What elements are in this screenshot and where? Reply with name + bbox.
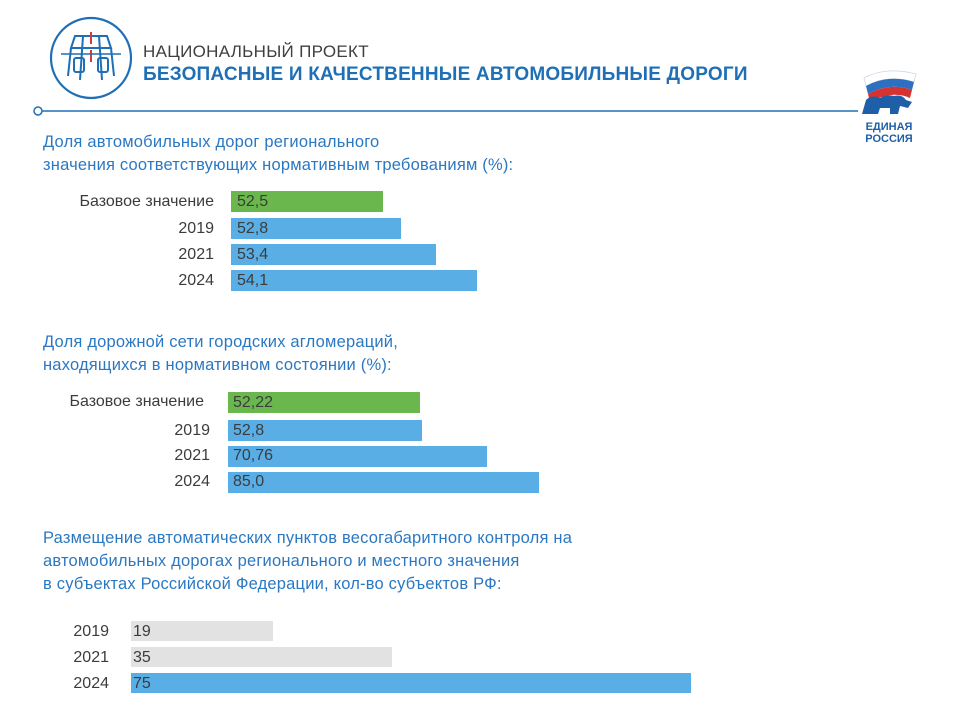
chart-3-value-label: 35 xyxy=(133,649,151,666)
chart-1-value-label: 53,4 xyxy=(237,246,269,263)
party-logo: ЕДИНАЯ РОССИЯ xyxy=(856,64,922,146)
chart-2-category-label: 2021 xyxy=(174,447,210,464)
chart-2-value-label: 85,0 xyxy=(233,473,265,490)
chart-3-bar xyxy=(131,647,393,667)
chart-1-title-line: значения соответствующих нормативным тре… xyxy=(43,156,514,174)
chart-2-category-label: 2019 xyxy=(174,422,210,439)
chart-1-bar xyxy=(231,191,383,212)
chart-3-title-line: в субъектах Российской Федерации, кол-во… xyxy=(43,575,502,593)
road-icon xyxy=(49,16,133,100)
chart-1-bar xyxy=(231,218,401,239)
chart-1-value-label: 52,8 xyxy=(237,220,269,237)
chart-1-value-label: 52,5 xyxy=(237,193,269,210)
header-divider xyxy=(33,106,858,116)
chart-1-category-label: 2021 xyxy=(178,246,214,263)
chart-1-title-line: Доля автомобильных дорог регионального xyxy=(43,133,380,151)
chart-3-category-label: 2021 xyxy=(73,649,109,666)
chart-3-title-line: Размещение автоматических пунктов весога… xyxy=(43,529,573,547)
chart-1-category-label: Базовое значение xyxy=(79,193,214,210)
chart-2-title: Доля дорожной сети городских агломераций… xyxy=(43,331,398,377)
logo-line1: ЕДИНАЯ xyxy=(865,121,913,133)
chart-2-title-line: находящихся в нормативном состоянии (%): xyxy=(43,356,392,374)
chart-1-bar xyxy=(231,270,477,291)
page-title: БЕЗОПАСНЫЕ И КАЧЕСТВЕННЫЕ АВТОМОБИЛЬНЫЕ … xyxy=(143,64,748,85)
chart-3-value-label: 19 xyxy=(133,623,151,640)
chart-1-category-label: 2019 xyxy=(178,220,214,237)
chart-3-value-label: 75 xyxy=(133,675,151,692)
chart-1-category-label: 2024 xyxy=(178,272,214,289)
chart-3-category-label: 2019 xyxy=(73,623,109,640)
chart-2-category-label: Базовое значение xyxy=(69,393,204,410)
chart-3-title-line: автомобильных дорогах регионального и ме… xyxy=(43,552,520,570)
chart-2-category-label: 2024 xyxy=(174,473,210,490)
chart-3-bar xyxy=(131,673,691,693)
chart-2-title-line: Доля дорожной сети городских агломераций… xyxy=(43,333,398,351)
chart-2-value-label: 70,76 xyxy=(233,447,274,464)
chart-2-value-label: 52,22 xyxy=(233,394,274,411)
chart-2-bar xyxy=(228,446,488,467)
chart-2-bar xyxy=(228,472,539,493)
chart-2-bar xyxy=(228,420,423,441)
chart-1-title: Доля автомобильных дорог регионального з… xyxy=(43,131,513,177)
logo-line2: РОССИЯ xyxy=(865,133,913,145)
chart-2-bar xyxy=(228,392,420,413)
flag-bear-icon xyxy=(862,70,917,114)
project-label: НАЦИОНАЛЬНЫЙ ПРОЕКТ xyxy=(143,42,369,61)
chart-3-bar xyxy=(131,621,273,641)
chart-1-value-label: 54,1 xyxy=(237,272,269,289)
chart-2-value-label: 52,8 xyxy=(233,422,265,439)
chart-1-bar xyxy=(231,244,436,265)
chart-3-title: Размещение автоматических пунктов весога… xyxy=(43,527,572,596)
chart-3-category-label: 2024 xyxy=(73,675,109,692)
